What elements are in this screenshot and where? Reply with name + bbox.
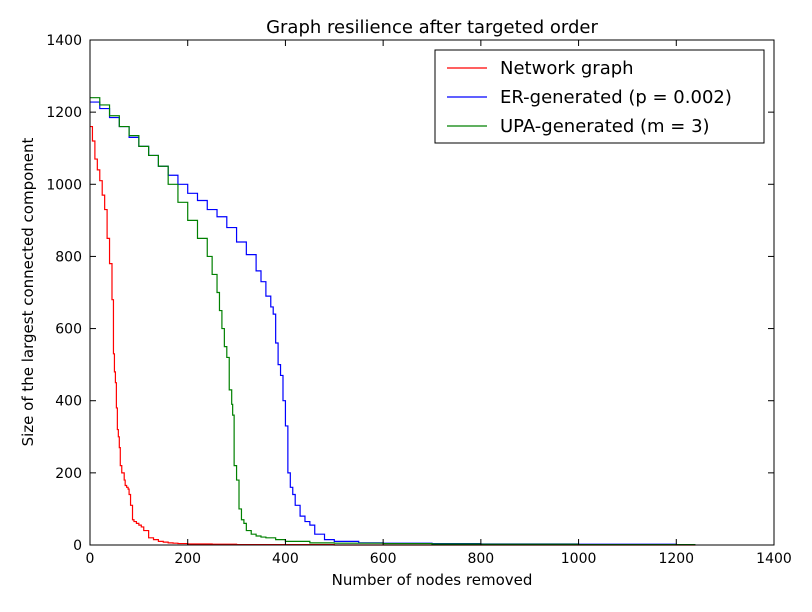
- y-axis-label: Size of the largest connected component: [19, 137, 37, 446]
- x-tick-label: 1200: [658, 551, 694, 567]
- y-tick-label: 0: [73, 538, 82, 554]
- x-tick-label: 200: [174, 551, 201, 567]
- x-tick-label: 1000: [561, 551, 597, 567]
- x-tick-label: 0: [86, 551, 95, 567]
- x-tick-label: 800: [467, 551, 494, 567]
- x-tick-label: 1400: [756, 551, 792, 567]
- plot-frame: [89, 39, 775, 546]
- y-tick-label: 600: [55, 322, 82, 338]
- series-group: [90, 97, 696, 546]
- x-tick-label: 600: [370, 551, 397, 567]
- legend-label-network-graph: Network graph: [500, 58, 634, 79]
- chart-title: Graph resilience after targeted order: [266, 17, 598, 38]
- x-axis-label: Number of nodes removed: [332, 571, 533, 589]
- legend-label-er-generated: ER-generated (p = 0.002): [500, 87, 732, 108]
- series-line-2: [90, 97, 696, 546]
- legend: Network graph ER-generated (p = 0.002) U…: [434, 49, 765, 144]
- y-tick-label: 800: [55, 249, 82, 265]
- y-tick-label: 1000: [46, 177, 82, 193]
- y-axis-ticks: 0 200 400 600 800 1000 1200 1400: [46, 33, 774, 554]
- y-tick-label: 200: [55, 466, 82, 482]
- legend-label-upa-generated: UPA-generated (m = 3): [500, 116, 710, 137]
- y-tick-label: 400: [55, 394, 82, 410]
- y-tick-label: 1200: [46, 105, 82, 121]
- x-tick-label: 400: [272, 551, 299, 567]
- series-line-0: [90, 125, 696, 546]
- legend-box: [434, 49, 765, 144]
- y-tick-label: 1400: [46, 33, 82, 49]
- x-axis-ticks: 0 200 400 600 800 1000 1200 1400: [86, 40, 792, 567]
